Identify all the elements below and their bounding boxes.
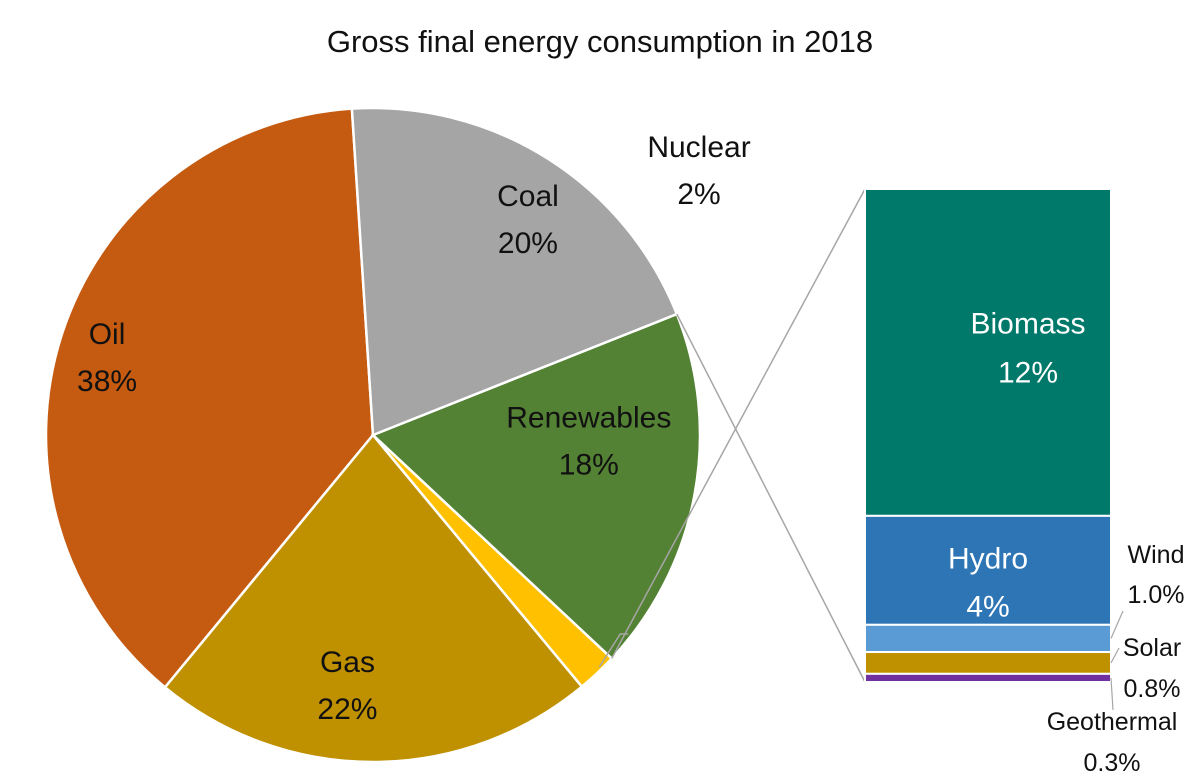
bar-label-solar: Solar 0.8%	[1110, 634, 1181, 703]
bar-label-name: Solar	[1123, 634, 1181, 662]
pie-label-value: 20%	[498, 227, 558, 260]
connector-lines	[611, 188, 866, 683]
bar-label-value: 0.8%	[1124, 675, 1181, 703]
pie-label-name: Nuclear	[647, 131, 750, 164]
bar-label-biomass-value: 12%	[998, 356, 1058, 389]
renewables-breakdown-bar: Biomass12%Hydro4%Wind1.0%Solar0.8%Geothe…	[864, 188, 1185, 777]
bar-label-name: Wind	[1128, 541, 1185, 569]
chart-title: Gross final energy consumption in 2018	[327, 24, 873, 59]
pie-slice-renewables	[370, 312, 702, 661]
pie-slice-gas	[163, 433, 584, 764]
bar-label-geothermal: Geothermal 0.3%	[1047, 677, 1178, 777]
pie-label-name: Renewables	[506, 402, 671, 435]
bar-leader-line	[1110, 677, 1114, 711]
pie-label-renewables: Renewables 18%	[506, 402, 671, 482]
pie-slice-coal	[350, 106, 679, 437]
connector-bottom	[676, 313, 866, 683]
pie-label-coal: Coal 20%	[497, 180, 559, 260]
bar-label-name: Geothermal	[1047, 708, 1178, 736]
pie-label-value: 22%	[317, 693, 377, 726]
bar-label-hydro-value: 4%	[966, 590, 1009, 623]
pie-label-value: 2%	[677, 178, 720, 211]
bar-segment-hydro	[864, 514, 1112, 626]
bar-label-biomass-name: Biomass	[970, 307, 1085, 340]
bar-label-value: 0.3%	[1084, 749, 1141, 777]
pie-label-name: Oil	[89, 318, 126, 351]
pie-slice-oil	[44, 107, 375, 690]
pie-label-value: 38%	[77, 365, 137, 398]
pie-label-oil: Oil 38%	[77, 318, 137, 398]
pie-label-gas: Gas 22%	[317, 646, 377, 726]
bar-segment-solar	[864, 651, 1112, 675]
bar-leader-line	[1110, 647, 1120, 664]
pie-label-nuclear: Nuclear 2%	[598, 131, 751, 668]
connector-top	[611, 188, 866, 659]
bar-segment-biomass	[864, 188, 1112, 517]
bar-label-wind: Wind 1.0%	[1110, 541, 1185, 639]
bar-segment-geothermal	[864, 672, 1112, 684]
bar-label-value: 1.0%	[1128, 581, 1185, 609]
bar-label-hydro-name: Hydro	[948, 542, 1028, 575]
bar-leader-line	[1110, 610, 1124, 639]
pie-chart: Oil 38% Gas 22% Nuclear 2% Renewables 18% Coal 20…	[44, 106, 751, 764]
bar-segment-wind	[864, 623, 1112, 654]
pie-label-name: Gas	[320, 646, 375, 679]
pie-label-value: 18%	[559, 449, 619, 482]
pie-label-name: Coal	[497, 180, 559, 213]
